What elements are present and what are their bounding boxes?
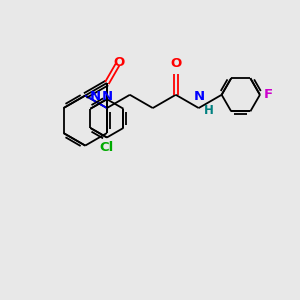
Text: N: N xyxy=(90,91,101,103)
Text: O: O xyxy=(113,56,124,69)
Text: O: O xyxy=(170,57,182,70)
Text: Cl: Cl xyxy=(100,141,114,154)
Text: F: F xyxy=(263,88,273,101)
Text: N: N xyxy=(101,90,112,103)
Text: N: N xyxy=(194,90,205,103)
Text: H: H xyxy=(203,104,213,117)
